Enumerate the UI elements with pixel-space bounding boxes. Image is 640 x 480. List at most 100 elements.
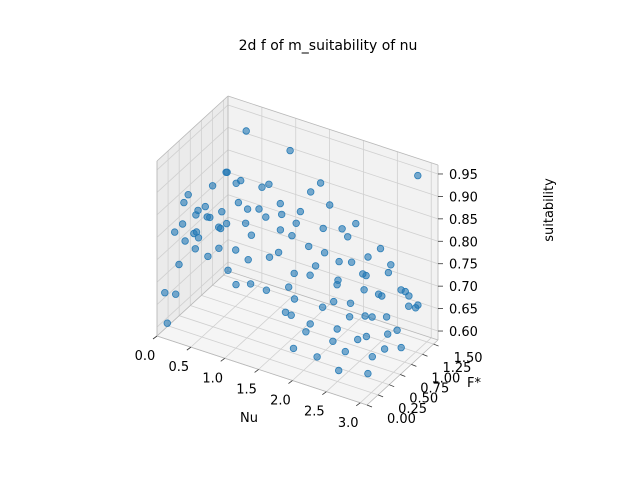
scatter-point — [215, 244, 223, 252]
scatter-point — [204, 252, 212, 261]
scatter-point — [191, 245, 199, 253]
scatter-point — [170, 228, 179, 236]
scatter-point — [326, 201, 334, 209]
tick-mark — [400, 374, 406, 377]
z-grid-left — [156, 171, 229, 238]
y-tick-label: 0.00 — [387, 412, 416, 427]
z-tick-label: 0.85 — [449, 213, 478, 228]
scatter-point — [201, 202, 209, 211]
scatter-point — [354, 335, 362, 344]
scatter-point — [376, 244, 385, 253]
x-tick-label: 0.0 — [135, 349, 156, 364]
scatter-point — [382, 313, 391, 321]
scatter-point — [224, 266, 232, 274]
scatter-point — [414, 171, 422, 180]
scatter-point — [175, 260, 183, 269]
scatter-point — [397, 286, 405, 294]
scatter-point — [281, 308, 290, 316]
tick-mark — [389, 384, 395, 388]
pane-edge — [227, 95, 439, 166]
scatter-point — [276, 226, 285, 234]
x-tick-label: 2.0 — [270, 394, 291, 409]
x-tick-label: 1.5 — [236, 382, 257, 397]
y-grid-floor — [179, 315, 390, 386]
scatter-point — [246, 280, 255, 288]
scatter-point — [180, 198, 188, 207]
scatter-point — [286, 146, 294, 155]
scatter-point — [368, 313, 376, 321]
scatter-point — [265, 180, 273, 188]
scatter-point — [290, 295, 299, 303]
z-grid-left — [156, 149, 229, 216]
scatter-point — [274, 248, 283, 257]
scatter-point — [258, 183, 266, 191]
scatter-point — [359, 270, 367, 278]
tick-mark — [422, 353, 428, 357]
x-grid-floor — [258, 304, 330, 370]
scatter-point — [222, 219, 231, 228]
scatter-point — [231, 246, 240, 254]
z-grid-back — [227, 194, 439, 265]
scatter-point — [329, 337, 337, 345]
scatter-point — [368, 353, 376, 361]
y-grid-floor — [167, 325, 379, 396]
z-grid-left — [156, 127, 229, 193]
z-grid-back — [227, 127, 439, 197]
tick-mark — [377, 394, 384, 398]
scatter-point — [364, 369, 372, 378]
scatter-point — [414, 301, 422, 309]
z-tick-label: 0.70 — [449, 280, 478, 295]
scatter-point — [292, 219, 300, 227]
z-grid-back — [227, 104, 439, 175]
x-grid-floor — [190, 281, 263, 348]
floor-edge — [227, 270, 439, 341]
scatter-point — [344, 233, 352, 241]
scatter-point — [285, 283, 293, 291]
chart-title: 2d f of m_suitability of nu — [239, 38, 418, 54]
y-tick-label: 0.75 — [420, 382, 449, 397]
y-tick-label: 1.50 — [454, 351, 483, 366]
scatter-point — [393, 326, 401, 334]
scatter-point — [236, 176, 245, 185]
scatter-point — [163, 319, 171, 327]
y-tick-label: 0.50 — [409, 392, 438, 407]
scatter-point — [192, 228, 201, 236]
scatter-point — [290, 269, 298, 278]
scatter-point — [313, 353, 321, 361]
scatter-point — [335, 257, 343, 266]
scatter-point — [242, 127, 250, 135]
scatter-point — [206, 213, 214, 222]
scatter-point — [341, 347, 349, 356]
scatter-point — [288, 231, 296, 240]
scatter-point — [178, 220, 187, 228]
scatter-point — [319, 224, 327, 233]
z-tick-label: 0.75 — [449, 258, 478, 273]
z-tick-label: 0.80 — [449, 235, 478, 250]
z-grid-back — [227, 239, 439, 309]
scatter-point — [222, 168, 230, 176]
scatter-point — [181, 237, 189, 245]
scatter-point — [184, 190, 192, 199]
tick-mark — [411, 364, 417, 367]
scatter-point — [338, 225, 346, 233]
tick-mark — [322, 391, 327, 395]
y-grid-floor — [190, 305, 401, 375]
scatter-point — [208, 182, 217, 190]
x-axis-line — [156, 335, 368, 406]
x-tick-label: 2.5 — [304, 405, 325, 420]
scatter-point — [255, 205, 263, 213]
tick-mark — [288, 380, 293, 384]
scatter-point — [265, 253, 274, 261]
scatter-point — [387, 261, 395, 269]
z-tick-label: 0.90 — [449, 190, 478, 205]
scatter-point — [384, 268, 393, 277]
scatter-point — [289, 344, 298, 353]
scatter-point — [161, 289, 169, 297]
scatter-point — [345, 313, 354, 321]
pane-edge — [156, 95, 229, 162]
scatter-point — [241, 219, 250, 227]
scatter-point — [333, 325, 341, 333]
scatter-point — [362, 332, 371, 341]
x-tick-label: 3.0 — [338, 416, 359, 431]
